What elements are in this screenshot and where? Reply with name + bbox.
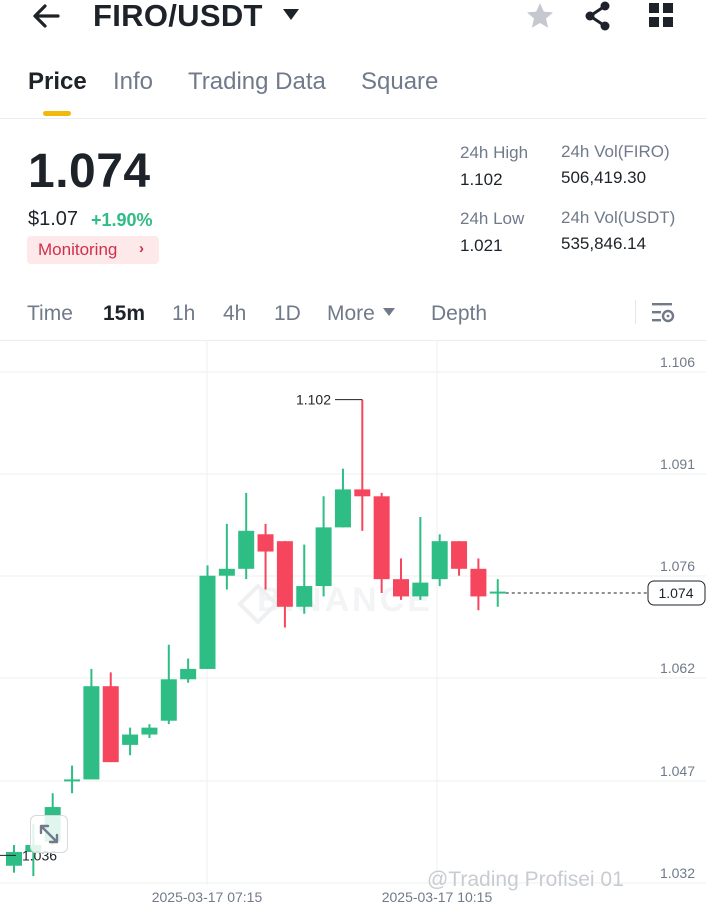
- candle-body: [238, 530, 255, 569]
- tab-price[interactable]: Price: [28, 68, 87, 95]
- low-label: 24h Low: [460, 209, 525, 228]
- candle-body: [141, 727, 158, 735]
- divider: [0, 340, 706, 341]
- x-axis-label: 2025-03-17 10:15: [382, 889, 493, 905]
- candle-body: [218, 568, 235, 576]
- high-value: 1.102: [460, 170, 503, 189]
- y-axis-label: 1.106: [660, 354, 695, 370]
- candle-body: [451, 541, 468, 569]
- x-axis-label: 2025-03-17 07:15: [152, 889, 263, 905]
- interval-more[interactable]: More: [327, 302, 375, 325]
- active-tab-indicator: [43, 111, 71, 116]
- candle-body: [83, 686, 100, 780]
- top-bar: FIRO/USDT: [0, 0, 706, 40]
- interval-15m[interactable]: 15m: [103, 302, 146, 325]
- interval-depth[interactable]: Depth: [431, 302, 488, 325]
- candle-body: [199, 575, 216, 669]
- high-marker-label: 1.102: [296, 392, 331, 408]
- watermark-text: @Trading Profisei 01: [427, 868, 624, 891]
- current-price-box: [647, 580, 706, 606]
- binance-logo-watermark: [237, 583, 279, 625]
- caret-down-icon[interactable]: [282, 8, 300, 22]
- expand-icon[interactable]: [30, 815, 68, 853]
- candle-body: [373, 496, 390, 580]
- y-axis-label: 1.032: [660, 865, 695, 881]
- y-axis-label: 1.076: [660, 558, 695, 574]
- candle-body: [160, 679, 177, 721]
- price-change-percent: +1.90%: [91, 210, 153, 230]
- pair-title[interactable]: FIRO/USDT: [93, 0, 263, 33]
- candle-body: [354, 489, 371, 497]
- back-arrow-icon[interactable]: [30, 0, 66, 32]
- y-axis-label: 1.062: [660, 660, 695, 676]
- share-icon[interactable]: [582, 0, 614, 32]
- usd-price: $1.07: [28, 208, 79, 230]
- monitoring-label: Monitoring: [38, 240, 118, 259]
- monitoring-badge[interactable]: Monitoring ›: [27, 236, 159, 264]
- vol-base-label: 24h Vol(FIRO): [561, 142, 670, 161]
- caret-down-icon[interactable]: [383, 308, 395, 318]
- candle-body: [122, 734, 139, 745]
- tab-square[interactable]: Square: [361, 68, 439, 95]
- candle-body: [276, 541, 293, 607]
- candle-body: [257, 534, 274, 552]
- candle-body: [315, 527, 332, 587]
- interval-1h[interactable]: 1h: [172, 302, 196, 325]
- candle-body: [431, 541, 448, 580]
- candle-body: [64, 779, 81, 782]
- interval-1d[interactable]: 1D: [274, 302, 301, 325]
- vol-quote-label: 24h Vol(USDT): [561, 208, 676, 227]
- candle-body: [334, 489, 351, 528]
- star-icon[interactable]: [524, 0, 556, 32]
- candle-body: [102, 686, 119, 763]
- low-value: 1.021: [460, 236, 503, 255]
- grid-icon[interactable]: [645, 0, 677, 32]
- y-axis-label: 1.091: [660, 456, 695, 472]
- chart-settings-icon[interactable]: [650, 300, 676, 326]
- vol-base-value: 506,419.30: [561, 168, 647, 187]
- chevron-right-icon: ›: [139, 240, 144, 257]
- last-price: 1.074: [28, 145, 151, 198]
- current-price-label: 1.074: [658, 585, 693, 601]
- candle-body: [412, 582, 429, 597]
- interval-4h[interactable]: 4h: [223, 302, 247, 325]
- interval-time[interactable]: Time: [27, 302, 73, 325]
- candle-body: [296, 586, 313, 607]
- candle-body: [393, 579, 409, 597]
- tab-trading-data[interactable]: Trading Data: [188, 68, 326, 95]
- vol-quote-value: 535,846.14: [561, 234, 647, 253]
- divider: [635, 300, 636, 324]
- candle-body: [180, 668, 197, 680]
- y-axis-label: 1.047: [660, 763, 695, 779]
- high-label: 24h High: [460, 143, 529, 162]
- divider: [0, 118, 706, 119]
- candle-body: [489, 591, 506, 594]
- candle-body: [470, 568, 487, 597]
- candle-body: [6, 851, 22, 866]
- tab-info[interactable]: Info: [113, 68, 154, 95]
- candlestick-chart[interactable]: 1.106 1.091 1.076 1.062 1.047 1.032 2025-03-17…: [0, 340, 706, 905]
